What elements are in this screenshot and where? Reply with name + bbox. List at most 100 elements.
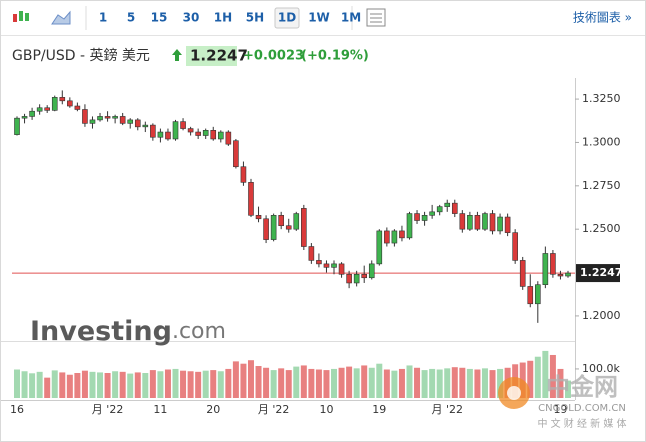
candle-body	[217, 131, 224, 140]
interval-button[interactable]: 30	[183, 11, 200, 25]
volume-bar	[225, 368, 232, 398]
candle-body	[51, 97, 58, 111]
candle-body	[36, 107, 43, 112]
candle-body	[187, 128, 194, 133]
interval-button[interactable]: 5	[127, 11, 135, 25]
volume-bar	[474, 369, 481, 398]
interval-button[interactable]: 15	[151, 11, 168, 25]
volume-bar	[112, 371, 119, 398]
candle-body	[29, 110, 35, 117]
volume-bar	[308, 368, 315, 398]
candle-body	[557, 273, 564, 277]
candle-body	[368, 263, 375, 279]
volume-bar	[481, 368, 488, 398]
x-tick-label: 11	[153, 403, 167, 416]
volume-bar	[59, 372, 66, 398]
candle-icon[interactable]	[13, 11, 29, 22]
volume-bar	[97, 372, 104, 398]
x-tick-label: 月 '22	[92, 403, 124, 416]
candle-body	[127, 119, 134, 124]
volume-bar	[217, 371, 224, 398]
volume-bar	[187, 371, 194, 398]
volume-bar	[346, 366, 353, 398]
volume-bar	[119, 371, 126, 398]
candle-body	[376, 230, 383, 265]
candle-body	[180, 121, 186, 129]
interval-button[interactable]: 1	[99, 11, 107, 25]
candle-body	[210, 130, 217, 140]
candle-body	[406, 213, 413, 239]
volume-bar	[368, 367, 375, 398]
interval-button[interactable]: 1H	[214, 11, 232, 25]
candle-body	[421, 215, 428, 221]
candle-body	[399, 230, 405, 239]
candle-body	[474, 215, 481, 230]
interval-button[interactable]: 1D	[278, 11, 296, 25]
candle-body	[542, 253, 549, 285]
candle-body	[293, 213, 300, 230]
volume-bar	[549, 354, 556, 398]
volume-bar	[44, 377, 51, 398]
volume-bar	[315, 369, 322, 398]
watermark-logo	[507, 386, 521, 400]
volume-bar	[444, 368, 451, 398]
candle-body	[482, 213, 488, 230]
volume-bar	[421, 370, 428, 398]
table-icon[interactable]	[366, 8, 386, 27]
candle-body	[346, 273, 352, 284]
chart-link[interactable]: 技術圖表 »	[573, 11, 632, 25]
icon-part	[25, 13, 29, 21]
candle-body	[323, 263, 330, 268]
candle-body	[134, 119, 141, 128]
area-icon[interactable]	[51, 10, 71, 25]
volume-tick-label: 100.0k	[582, 362, 620, 375]
last-price: 1.2247	[190, 47, 248, 65]
logo-main: Investing	[30, 316, 172, 347]
volume-bar	[104, 373, 111, 398]
candle-body	[489, 213, 496, 232]
candle-body	[119, 116, 126, 124]
volume-bar	[255, 366, 262, 398]
symbol: GBP/USD - 英鎊 美元	[12, 47, 150, 64]
candle-body	[285, 225, 292, 230]
candle-body	[89, 119, 96, 124]
x-tick-label: 10	[319, 403, 333, 416]
volume-bar	[489, 370, 496, 398]
interval-button[interactable]: 1M	[341, 11, 361, 25]
volume-bar	[240, 363, 247, 398]
interval-button[interactable]: 1W	[308, 11, 330, 25]
volume-bar	[293, 366, 300, 398]
candle-body	[436, 206, 443, 213]
volume-bar	[14, 369, 20, 398]
volume-bar	[278, 368, 285, 398]
y-tick-label: 1.3000	[582, 135, 621, 148]
candle-body	[67, 100, 73, 107]
candle-body	[21, 116, 28, 119]
candle-body	[240, 166, 247, 183]
interval-button[interactable]: 5H	[246, 11, 264, 25]
x-tick-label: 20	[206, 403, 220, 416]
x-tick-label: 19	[372, 403, 386, 416]
logo: Investing.com	[30, 316, 226, 347]
candle-body	[157, 131, 164, 138]
volume-bar	[383, 369, 390, 398]
volume-bar	[376, 363, 383, 398]
volume-bar	[157, 371, 164, 398]
candle-body	[195, 131, 201, 136]
candle-body	[451, 202, 458, 214]
volume-bar	[180, 370, 187, 398]
candle-body	[150, 124, 156, 138]
candle-body	[142, 124, 149, 128]
volume-bar	[232, 361, 239, 398]
y-tick-label: 1.2000	[582, 309, 621, 322]
volume-bar	[263, 367, 270, 398]
volume-bar	[21, 371, 28, 398]
x-tick-label: 19	[553, 403, 567, 416]
volume-bar	[361, 365, 368, 398]
candle-body	[44, 107, 50, 111]
volume-bar	[74, 373, 81, 398]
change: +0.0023	[243, 49, 304, 64]
volume-bar	[210, 370, 217, 398]
volume-bar	[142, 373, 149, 398]
